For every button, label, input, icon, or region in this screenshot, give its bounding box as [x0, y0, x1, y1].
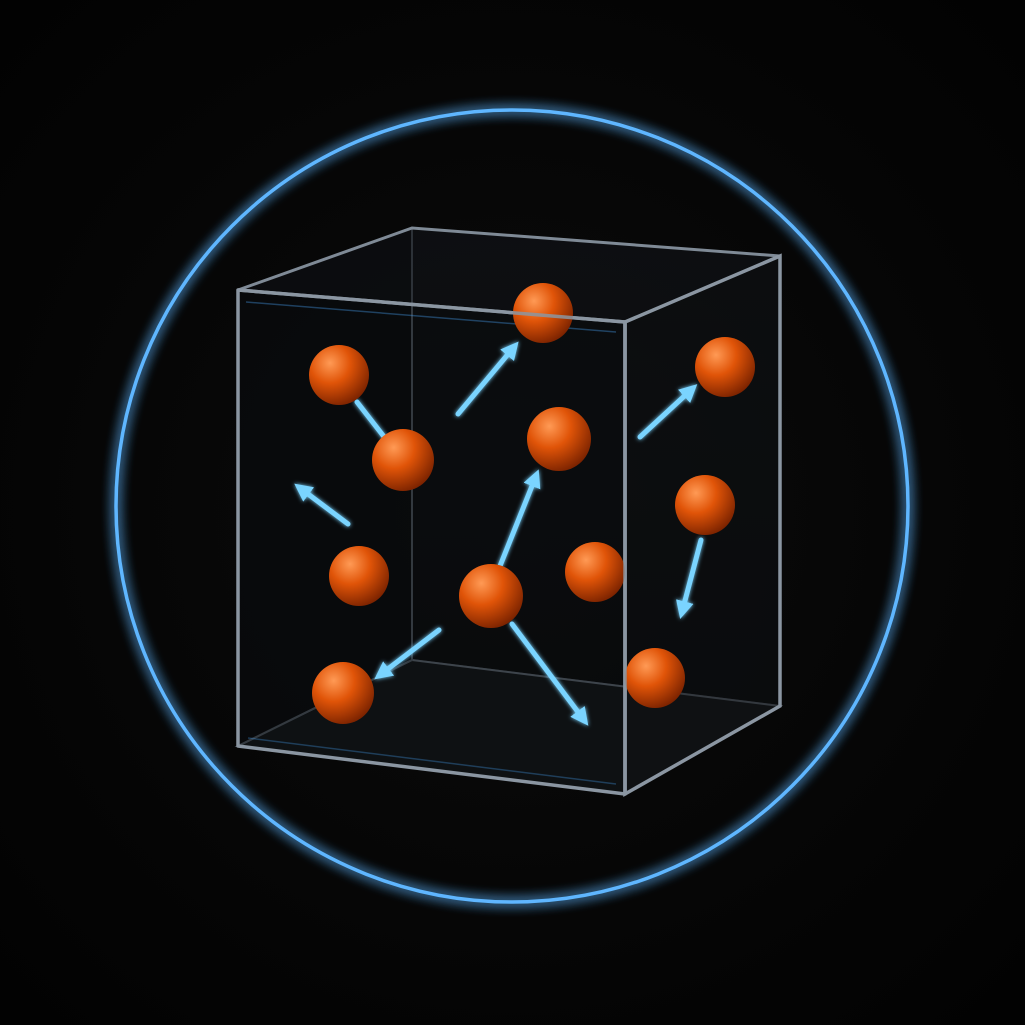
particle-icon [513, 283, 573, 343]
particle-icon [695, 337, 755, 397]
velocity-arrow-icon [294, 483, 351, 527]
velocity-arrow-icon [637, 384, 698, 440]
particle-icon [309, 345, 369, 405]
particle-icon [565, 542, 625, 602]
velocity-arrow-icon [676, 537, 704, 619]
glow-ring-icon [114, 108, 910, 904]
particle-icon [372, 429, 434, 491]
particle-icon [459, 564, 523, 628]
particle-icon [312, 662, 374, 724]
velocity-arrow-icon [497, 469, 541, 569]
box-reflection-line [247, 737, 617, 785]
particle-icon [675, 475, 735, 535]
particles [309, 283, 755, 724]
velocity-arrow-icon [374, 627, 442, 680]
box-front-face [236, 288, 627, 796]
velocity-arrows [294, 341, 704, 726]
velocity-arrow-icon [455, 341, 519, 417]
particle-icon [625, 648, 685, 708]
box-front-top-edge [237, 288, 626, 324]
particle-icon [527, 407, 591, 471]
particle-icon [329, 546, 389, 606]
velocity-arrow-icon [509, 621, 589, 726]
velocity-arrow-icon [354, 399, 388, 441]
